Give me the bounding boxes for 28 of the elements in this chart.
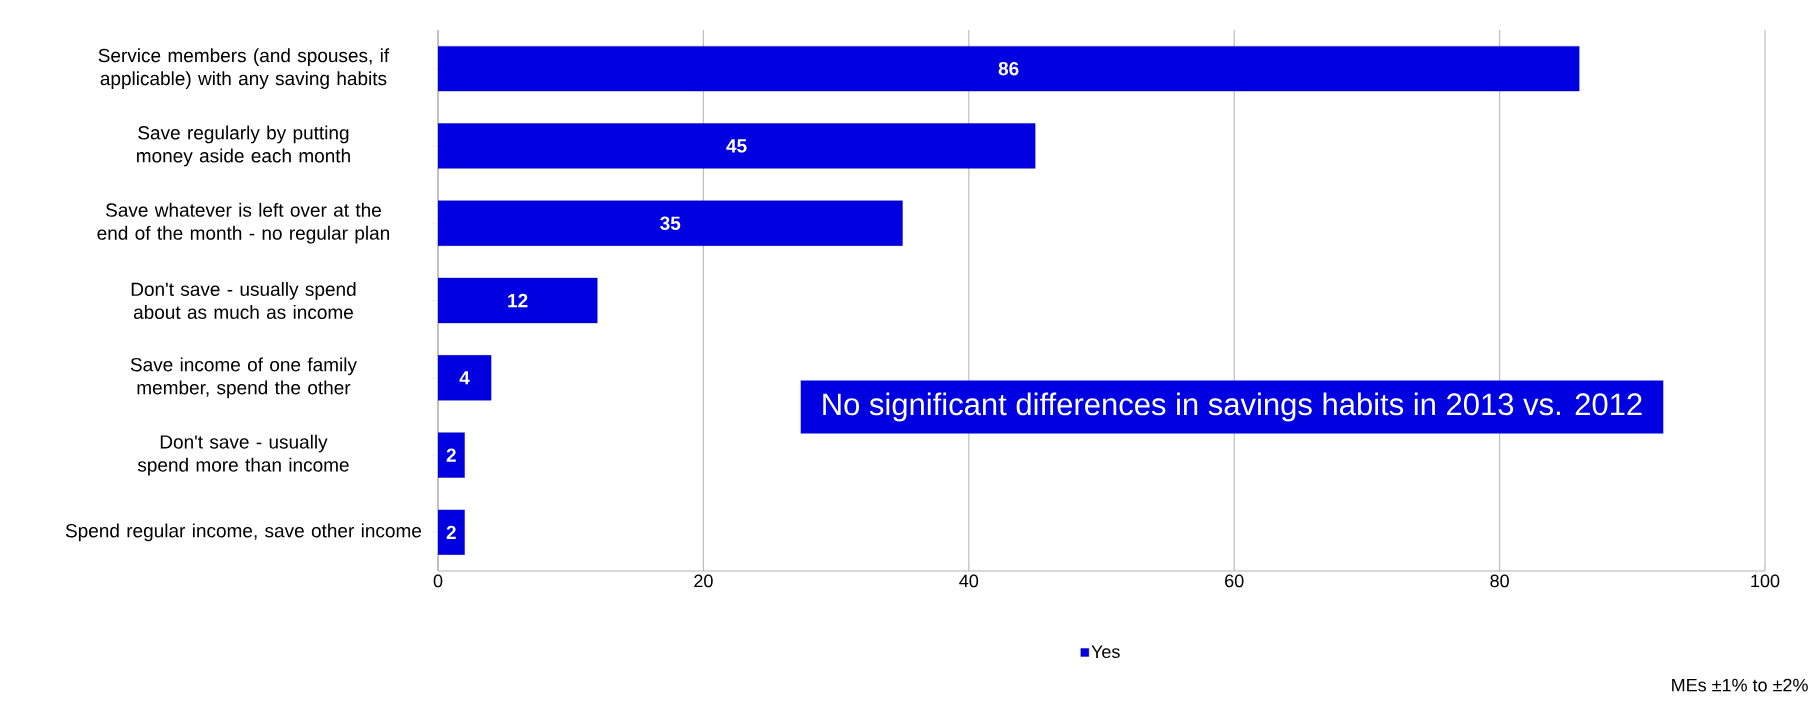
bar	[438, 200, 903, 246]
x-tick-label: 20	[694, 574, 713, 588]
data-label: 12	[508, 293, 528, 308]
x-tick-label: 40	[959, 574, 979, 588]
bar	[438, 46, 1580, 92]
data-label: 45	[726, 139, 747, 153]
x-tick-label: 0	[433, 574, 443, 588]
y-tick-label: Don't save - usually spend more than income	[137, 434, 349, 476]
data-label: 2	[446, 448, 456, 462]
annotation: No significant differences in savings habits in 2013 vs. 2012	[823, 392, 1642, 422]
y-tick-label: Don't save - usually spend about as much as income	[131, 282, 356, 319]
y-tick-label: Save regularly by putting money aside each month	[137, 125, 350, 167]
data-label: 4	[459, 371, 470, 385]
y-tick-label: Service members (and spouses, if applicable) with any saving habits	[98, 48, 390, 89]
data-label: 86	[998, 61, 1019, 76]
data-label: 35	[660, 216, 681, 230]
bar	[438, 355, 492, 401]
legend-label: Yes	[1091, 645, 1120, 659]
text: MEs ±1% to ±2%	[1672, 678, 1808, 692]
x-tick-label: 80	[1490, 574, 1509, 588]
data-label: 2	[446, 525, 456, 539]
y-tick-label: Save whatever is left over at the end of the month - no regular plan	[97, 202, 389, 244]
y-tick-label: Save income of one family member, spend the other	[130, 357, 357, 399]
bar	[438, 123, 1036, 169]
y-tick-label: Spend regular income, save other income	[65, 523, 422, 542]
x-tick-label: 100	[1751, 574, 1780, 588]
bar	[438, 277, 598, 324]
x-tick-label: 60	[1225, 574, 1244, 588]
